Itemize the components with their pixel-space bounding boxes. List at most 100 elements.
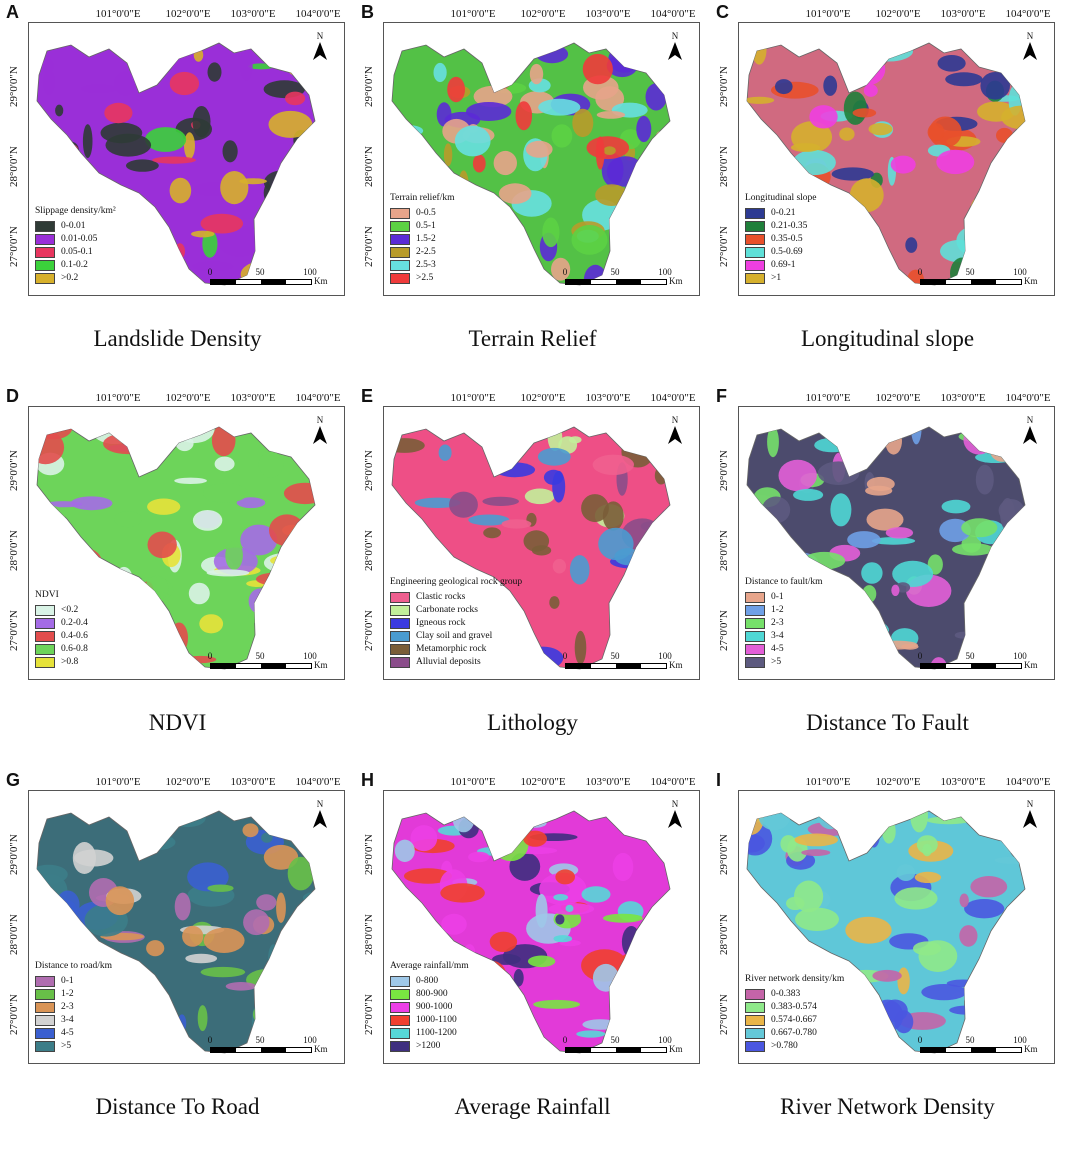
legend-swatch <box>390 976 410 987</box>
map-patch <box>449 491 478 518</box>
legend-title: Slippage density/km² <box>35 206 116 216</box>
longitude-label: 101°0'0"E <box>805 392 851 404</box>
legend-swatch <box>35 260 55 271</box>
legend-item: 0.6-0.8 <box>35 643 88 656</box>
map-patch <box>463 1009 500 1031</box>
map-patch <box>538 98 581 116</box>
map-patch <box>107 606 152 630</box>
legend-label: <0.2 <box>61 605 79 615</box>
legend-label: 0-0.01 <box>61 221 86 231</box>
legend-label: 1100-1200 <box>416 1028 457 1038</box>
scale-tick-label: 100 <box>1013 1035 1027 1045</box>
map-patch <box>468 514 510 526</box>
longitude-label: 102°0'0"E <box>165 8 211 20</box>
map-patch <box>982 1006 1023 1020</box>
map-patch <box>866 476 895 492</box>
legend-item: 2.5-3 <box>390 259 454 272</box>
map-patch <box>882 819 896 844</box>
map-patch <box>305 535 315 553</box>
map-patch <box>866 508 904 531</box>
map-patch <box>769 949 792 970</box>
longitude-label: 104°0'0"E <box>1005 776 1051 788</box>
map-patch <box>174 892 191 921</box>
map-patch <box>187 862 229 892</box>
map-canvas <box>391 426 671 670</box>
map-patch <box>118 659 134 669</box>
legend-swatch <box>35 234 55 245</box>
legend-title: Distance to fault/km <box>745 577 823 587</box>
map-panel-a: A 101°0'0"E 102°0'0"E 103°0'0"E 104°0'0"E 29°… <box>0 0 355 384</box>
scale-tick-label: 0 <box>562 1035 568 1045</box>
legend-item: 1000-1100 <box>390 1014 469 1027</box>
legend-label: 1.5-2 <box>416 234 436 244</box>
map-patch <box>207 884 234 892</box>
map-patch <box>203 483 248 503</box>
scale-bar-graphic <box>920 1047 1022 1053</box>
map-patch <box>476 976 487 989</box>
panel-caption: Terrain Relief <box>468 326 597 351</box>
map-patch <box>438 444 452 461</box>
latitude-label: 29°0'0"N <box>718 834 730 875</box>
map-patch <box>975 464 994 495</box>
map-patch <box>104 102 133 124</box>
map-patch <box>539 872 587 906</box>
longitude-label: 102°0'0"E <box>520 392 566 404</box>
legend-swatch <box>35 273 55 284</box>
region-outline <box>746 42 1026 286</box>
legend-swatch <box>745 631 765 642</box>
map-patch <box>483 1029 498 1042</box>
map-patch <box>970 197 989 223</box>
map-patch <box>225 540 243 570</box>
legend-label: 1000-1100 <box>416 1015 457 1025</box>
scale-bar: 0 50 100 Km <box>208 651 328 673</box>
map-patch <box>747 821 773 856</box>
map-patch <box>268 427 292 434</box>
map-patch <box>103 433 152 455</box>
map-patch <box>392 166 431 181</box>
map-patch <box>493 150 517 176</box>
legend-swatch <box>745 221 765 232</box>
map-patch <box>936 149 975 175</box>
legend-swatch <box>35 989 55 1000</box>
map-patch <box>949 1005 986 1015</box>
legend-item: 0.69-1 <box>745 259 817 272</box>
map-patch <box>875 263 893 285</box>
map-patch <box>612 852 634 882</box>
north-arrow-icon <box>668 42 682 60</box>
panel-caption: River Network Density <box>780 1094 995 1119</box>
longitude-label: 101°0'0"E <box>805 776 851 788</box>
map-patch <box>633 566 670 590</box>
longitude-labels: 101°0'0"E 102°0'0"E 103°0'0"E 104°0'0"E <box>383 392 698 406</box>
map-patch <box>747 96 775 104</box>
map-patch <box>524 488 555 505</box>
map-patch <box>596 111 626 119</box>
map-patch <box>192 261 234 271</box>
latitude-label: 27°0'0"N <box>718 226 730 267</box>
map-frame: N NDVI <0.2 0.2-0.4 0.4-0.6 0.6-0.8 >0.8 0 50 100… <box>28 406 345 680</box>
legend-swatch <box>35 1028 55 1039</box>
map-patch <box>62 141 79 158</box>
map-patch <box>645 83 667 111</box>
map-patch <box>276 892 286 923</box>
map-patch <box>865 43 913 62</box>
legend-swatch <box>745 1015 765 1026</box>
map-patch <box>555 914 565 925</box>
north-arrow: N <box>665 31 685 63</box>
map-patch <box>845 1016 884 1043</box>
map-patch <box>1020 606 1025 629</box>
map-patch <box>847 531 881 549</box>
map-patch <box>871 537 916 545</box>
north-label: N <box>1026 415 1034 425</box>
legend-swatch <box>745 260 765 271</box>
legend-item: 0.01-0.05 <box>35 233 116 246</box>
legend-label: 2-3 <box>61 1002 74 1012</box>
map-patch <box>261 206 305 224</box>
legend-label: >1 <box>771 273 782 283</box>
legend: River network density/km 0-0.383 0.383-0.5… <box>745 973 844 1053</box>
legend-label: >1200 <box>416 1041 441 1051</box>
map-patch <box>129 1029 152 1044</box>
map-patch <box>37 864 68 885</box>
map-patch <box>790 143 821 152</box>
map-patch <box>638 573 657 603</box>
map-patch <box>778 459 817 492</box>
